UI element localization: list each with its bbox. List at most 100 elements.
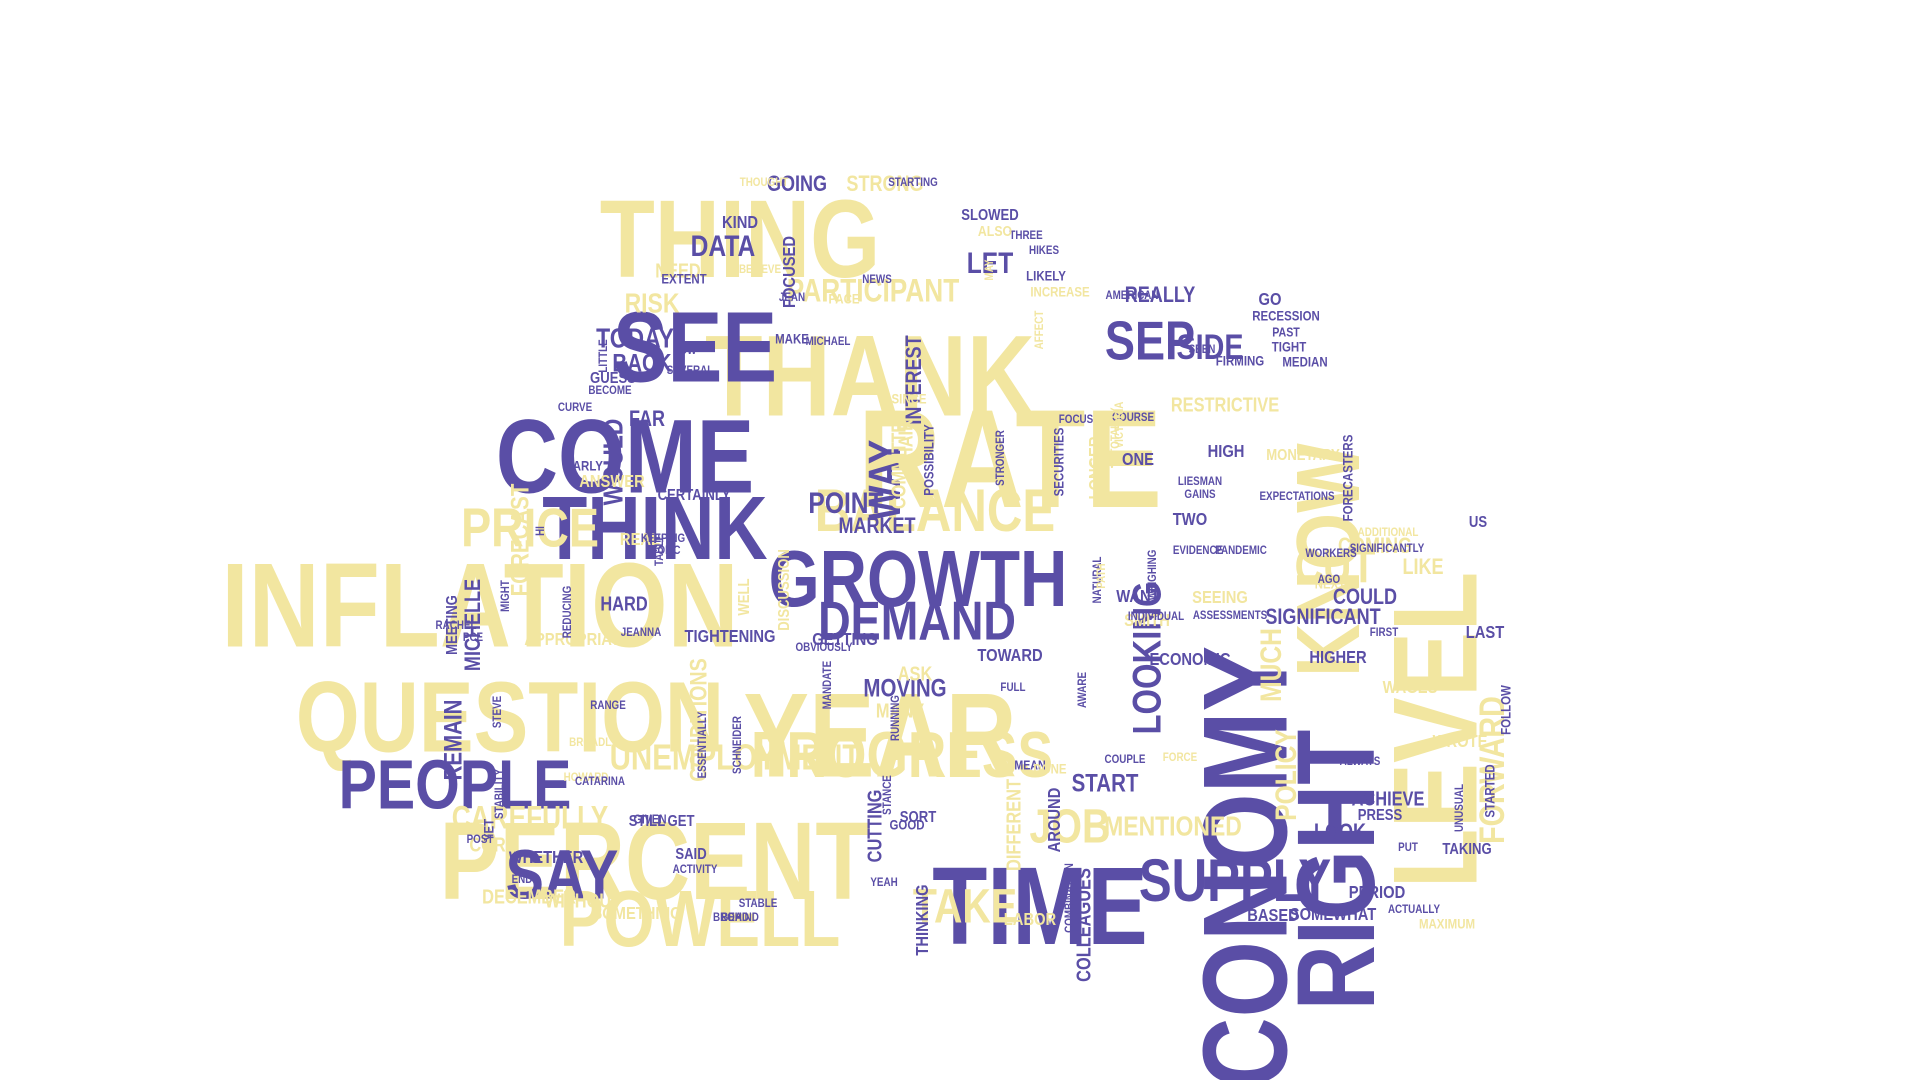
cloud-word: US [1469, 514, 1487, 531]
cloud-word: EARLY [565, 458, 603, 474]
cloud-word: DISCUSSION [776, 549, 793, 631]
cloud-word: PATH [1095, 563, 1108, 588]
cloud-word: COLLEAGUES [1072, 868, 1095, 982]
cloud-word: STRONG [846, 172, 923, 196]
cloud-word: MAKE [775, 331, 809, 347]
cloud-word: FULL [1000, 681, 1025, 694]
cloud-word: POWELL [560, 874, 841, 964]
cloud-word: PCE [463, 631, 483, 644]
cloud-word: MEETING [444, 595, 461, 655]
cloud-word: POST [467, 833, 494, 846]
cloud-word: SORT [900, 809, 936, 826]
cloud-word: WANT [1116, 586, 1159, 606]
cloud-word: MAXIMUM [1419, 916, 1475, 932]
cloud-word: CURVE [558, 401, 592, 414]
cloud-word: JEANNA [621, 626, 662, 639]
cloud-word: LOW [674, 344, 698, 357]
cloud-word: SAID [675, 846, 706, 863]
cloud-word: LEVEL [1370, 571, 1503, 888]
cloud-word: BECOME [588, 384, 631, 397]
cloud-word: FOMC [652, 544, 681, 557]
cloud-word: TOWARD [977, 645, 1042, 665]
cloud-word: BELIEVE [739, 263, 781, 276]
cloud-word: BASED [1247, 905, 1299, 925]
cloud-word: STEVE [491, 696, 504, 728]
cloud-word: OBVIOUSLY [795, 641, 853, 654]
cloud-word: KNOW [1279, 443, 1379, 677]
cloud-word: ASK [898, 662, 933, 685]
cloud-word: POLICY [1269, 729, 1303, 821]
cloud-word: TWO [1173, 509, 1208, 529]
cloud-word: ONE [1122, 449, 1154, 469]
cloud-word: RUNNING [889, 695, 902, 741]
cloud-word: THINKING [912, 884, 932, 955]
cloud-word: PRESS [1358, 807, 1403, 824]
cloud-word: YET [481, 819, 497, 841]
cloud-word: JOB [1030, 800, 1111, 854]
cloud-word: PRICE [461, 496, 599, 558]
cloud-word: TIGHTENING [685, 626, 776, 646]
cloud-word: YEAH [870, 876, 897, 889]
cloud-word: MONETARY [1266, 447, 1340, 464]
cloud-word: RISK [625, 288, 680, 319]
cloud-word: TOTALITY [1109, 407, 1122, 455]
cloud-word: TIGHT [1272, 339, 1307, 355]
cloud-word: ECONOMIC [1149, 649, 1230, 669]
cloud-word: VICTORIA [1113, 402, 1126, 449]
cloud-word: GET [668, 813, 695, 830]
cloud-word: THREE [1009, 229, 1042, 242]
cloud-word: CHAIR [894, 419, 917, 471]
cloud-word: SIGNIFICANT [1265, 605, 1381, 629]
cloud-word: GOOD [889, 817, 924, 833]
cloud-word: LIKELY [1026, 268, 1066, 284]
cloud-word: TABLE [653, 534, 666, 566]
cloud-word: SLOWED [961, 207, 1019, 224]
cloud-word: COURSE [1112, 411, 1154, 424]
cloud-word: YEAR [743, 670, 1016, 803]
cloud-word: MANDATE [821, 661, 834, 709]
cloud-word: PARTICIPANT [787, 274, 960, 309]
cloud-word: MOVING [863, 674, 946, 702]
cloud-word: BROADLY [569, 736, 617, 749]
cloud-word: POSSIBILITY [921, 424, 937, 496]
cloud-word: NATURAL [1091, 556, 1104, 603]
cloud-word: FOLLOW [1498, 684, 1514, 735]
cloud-word: GROWTH [769, 534, 1068, 624]
cloud-word: END [512, 873, 533, 886]
cloud-word: PERCENT [440, 801, 871, 923]
cloud-word: NEED [655, 259, 701, 282]
cloud-word: MUCH [1254, 628, 1288, 702]
cloud-word: PROGRESS [751, 718, 1053, 791]
cloud-word: THOUGHT [740, 176, 789, 189]
cloud-word: SOMETHING [592, 903, 681, 923]
cloud-word: DECEMBER [482, 885, 576, 908]
cloud-word: RACHEL [436, 619, 477, 632]
cloud-word: ECONOMY [1180, 646, 1313, 1080]
cloud-word: ACTIVITY [673, 863, 718, 876]
cloud-word: HOWARD [564, 771, 609, 784]
cloud-word: SINCE [891, 391, 926, 407]
cloud-word: STABLE [739, 897, 778, 910]
cloud-word: SEE [613, 292, 777, 404]
cloud-word: LET [967, 246, 1014, 280]
cloud-word: POINT [808, 486, 883, 520]
cloud-word: COMMITTEE [887, 411, 910, 509]
cloud-word: COULD [1333, 585, 1397, 609]
cloud-word: EVIDENCE [1173, 544, 1223, 557]
cloud-word: TODAY [596, 323, 674, 354]
cloud-word: ESSENTIALLY [696, 711, 709, 778]
cloud-word: BALANCE [815, 476, 1056, 544]
cloud-word: CERTAINLY [658, 487, 731, 504]
cloud-word: GETTING [812, 629, 878, 649]
cloud-word: THANK [705, 313, 1035, 441]
cloud-word: LONGER [1085, 436, 1105, 499]
cloud-word: ALSO [978, 223, 1012, 239]
cloud-word: APPROPRIATE [524, 629, 629, 649]
cloud-word: RESTRICTIVE [1171, 393, 1279, 416]
cloud-word: FORCE [1163, 751, 1197, 764]
cloud-word: HI [534, 526, 547, 536]
cloud-word: SIGNIFICANTLY [1350, 542, 1425, 555]
cloud-word: WHETHER [509, 847, 584, 867]
cloud-word: ASSESSMENTS [1193, 609, 1267, 622]
